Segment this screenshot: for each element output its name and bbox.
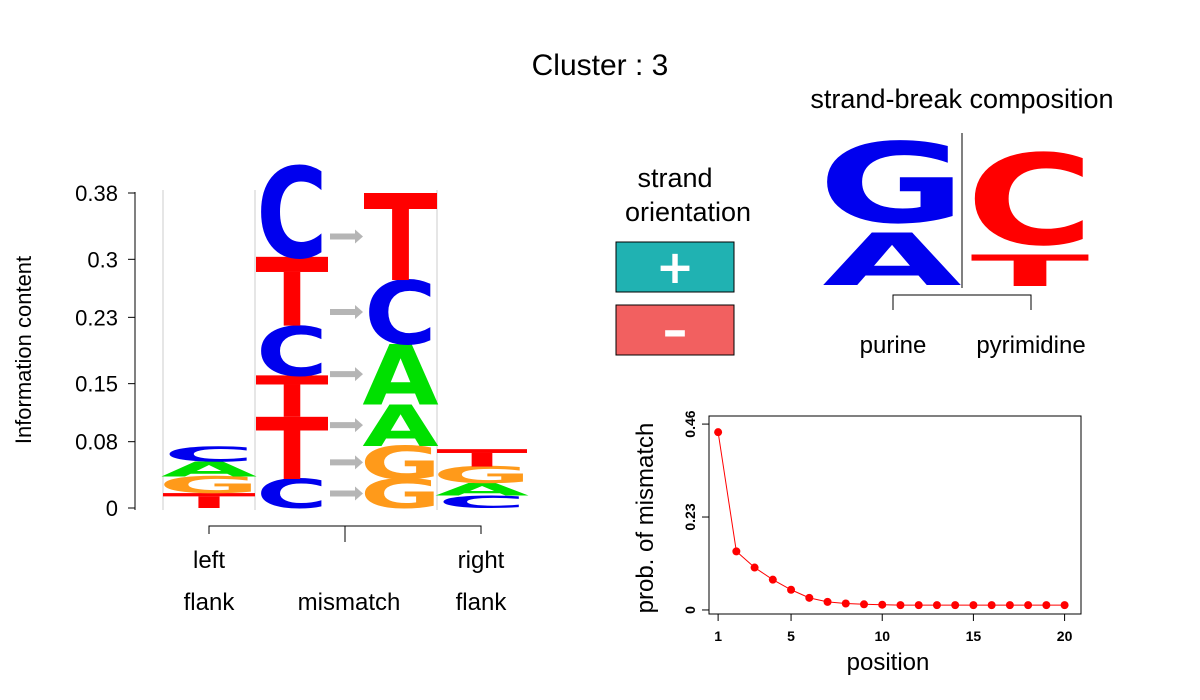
plus-strand-box — [615, 241, 735, 293]
mismatch-probability-point — [914, 601, 923, 610]
logo-letter-g: G — [158, 472, 260, 498]
mismatch-probability-point — [860, 600, 868, 609]
figure-title: Cluster : 3 — [532, 49, 669, 82]
transition-arrow — [330, 486, 363, 501]
plot-x-tick-label: 15 — [966, 628, 982, 644]
logo-letter-t — [364, 193, 437, 281]
logo-y-tick-label: 0.23 — [75, 305, 118, 330]
mismatch-probability-point — [1042, 601, 1051, 610]
mismatch-probability-point — [714, 428, 723, 437]
pyrimidine-letter-t: T — [971, 246, 1090, 296]
transition-arrow — [330, 418, 363, 433]
transition-arrow — [330, 229, 363, 244]
strand-break-bracket — [892, 294, 1032, 310]
mismatch-probability-point — [878, 600, 887, 609]
logo-y-tick-label: 0.38 — [75, 181, 118, 206]
logo-letter-a: A — [362, 393, 438, 459]
plot-y-tick-label: 0.46 — [682, 410, 698, 437]
left-flank-label-line2: flank — [184, 589, 236, 616]
mismatch-probability-point — [805, 593, 814, 602]
mismatch-probability-point — [768, 575, 777, 584]
logo-letter-t — [256, 256, 328, 326]
plot-x-tick-label: 10 — [874, 628, 890, 644]
mismatch-probability-point — [987, 601, 996, 610]
logo-arrows — [330, 229, 363, 501]
mismatch-probability-point — [750, 563, 759, 572]
logo-letter-c: C — [163, 443, 254, 467]
right-flank-label-line1: right — [458, 547, 505, 574]
plot-xlabel: position — [847, 649, 930, 676]
plot-x-tick-label: 1 — [714, 628, 722, 644]
mismatch-probability-point — [1005, 601, 1014, 610]
logo-letter-c: C — [256, 142, 327, 287]
mismatch-probability-point — [787, 585, 796, 594]
mismatch-probability-point — [732, 547, 741, 556]
mismatch-probability-point — [951, 601, 960, 610]
logo-letter-t — [256, 416, 328, 479]
sequence-logo-panel: Information content 0 0.08 0.15 0.23 0.3 0.38… — [11, 142, 532, 616]
mismatch-probability-point — [841, 599, 850, 608]
strand-break-title: strand-break composition — [810, 84, 1113, 114]
logo-ylabel: Information content — [11, 256, 36, 444]
mismatch-probability-point — [1060, 601, 1069, 610]
plot-y-tick-label: 0.23 — [682, 503, 698, 530]
logo-y-tick-label: 0.3 — [87, 247, 118, 272]
right-flank-label-line2: flank — [456, 589, 508, 616]
logo-letter-c: C — [437, 492, 526, 512]
logo-y-tick-label: 0.15 — [75, 372, 118, 397]
logo-letter-a: A — [362, 328, 439, 424]
mismatch-probability-point — [969, 601, 978, 610]
logo-y-tick-label: 0 — [106, 496, 118, 521]
purine-letter-a: A — [822, 219, 961, 303]
mismatch-label: mismatch — [298, 589, 401, 616]
logo-group-bracket — [208, 525, 482, 542]
pyrimidine-letter-c: C — [966, 128, 1094, 274]
plot-ylabel: prob. of mismatch — [632, 423, 659, 614]
logo-y-tick-label: 0.08 — [75, 430, 118, 455]
plot-frame — [708, 415, 1082, 615]
purine-label: purine — [860, 332, 927, 359]
strand-title-line1: strand — [637, 163, 712, 193]
purine-letter-g: G — [818, 120, 966, 249]
mismatch-probability-point — [823, 597, 832, 606]
logo-letter-g: G — [360, 438, 441, 491]
plot-x-tick-label: 20 — [1057, 628, 1073, 644]
plot-series — [714, 428, 1069, 610]
mismatch-probability-point — [1024, 601, 1033, 610]
logo-letter-t — [437, 449, 527, 467]
logo-y-ticks: 0 0.08 0.15 0.23 0.3 0.38 — [75, 181, 135, 521]
transition-arrow — [330, 367, 363, 382]
minus-symbol: – — [663, 301, 688, 359]
plus-symbol: + — [656, 240, 695, 294]
mismatch-probability-point — [896, 601, 905, 610]
logo-letter-a: A — [435, 480, 529, 500]
mismatch-probability-point — [932, 601, 941, 610]
plot-y-tick-label: 0 — [682, 606, 698, 614]
logo-letter-a: A — [161, 458, 257, 482]
transition-arrow — [330, 455, 363, 470]
strand-orientation-panel: strand orientation + – — [615, 163, 751, 359]
strand-break-panel: strand-break composition G A C T purine … — [810, 84, 1113, 359]
transition-arrow — [330, 304, 363, 319]
logo-letter-t — [163, 493, 255, 508]
left-flank-label-line1: left — [193, 547, 225, 574]
plot-x-tick-label: 5 — [787, 628, 795, 644]
strand-title-line2: orientation — [625, 197, 751, 227]
pyrimidine-label: pyrimidine — [976, 332, 1085, 359]
minus-strand-box — [615, 304, 735, 356]
logo-letter-g: G — [360, 471, 441, 518]
logo-letter-t — [256, 375, 328, 417]
